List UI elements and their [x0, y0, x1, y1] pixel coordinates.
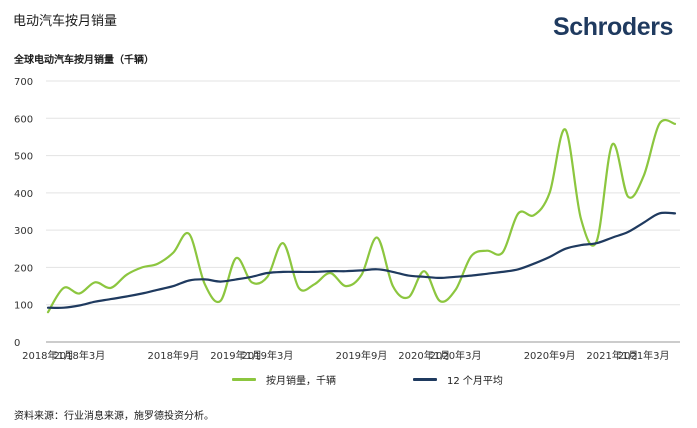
x-tick-label: 2019年3月 [242, 349, 294, 362]
chart-header-title: 电动汽车按月销量 [13, 14, 118, 29]
gridlines [46, 80, 680, 343]
chart-title: 全球电动汽车按月销量（千辆） [14, 55, 154, 66]
x-tick-label: 2020年3月 [430, 349, 482, 362]
y-tick-label: 400 [14, 189, 33, 200]
x-tick-label: 2018年3月 [53, 349, 105, 362]
x-tick-label: 2018年1月 [22, 349, 74, 362]
y-tick-label: 200 [14, 263, 33, 274]
legend-label-monthly: 按月销量，千辆 [266, 376, 336, 387]
y-tick-label: 100 [14, 301, 33, 312]
y-tick-label: 500 [14, 152, 33, 163]
legend-swatch-monthly [232, 378, 256, 381]
series-line-average [46, 211, 677, 309]
legend-item-average: 12 个月平均 [413, 372, 503, 387]
x-tick-label: 2021年3月 [618, 349, 670, 362]
y-tick-label: 700 [14, 77, 33, 88]
x-tick-label: 2019年9月 [336, 349, 388, 362]
series-line-monthly [46, 118, 677, 314]
x-tick-label: 2021年1月 [586, 349, 638, 362]
series-lines [46, 118, 677, 314]
x-tick-label: 2019年1月 [210, 349, 262, 362]
x-tick-label: 2020年1月 [398, 349, 450, 362]
legend-label-average: 12 个月平均 [447, 376, 503, 387]
y-tick-label: 300 [14, 226, 33, 237]
legend-swatch-average [413, 378, 437, 381]
y-tick-label: 0 [14, 338, 20, 349]
y-axis-ticks: 0 100 200 300 400 500 600 700 [14, 77, 33, 349]
x-tick-label: 2020年9月 [524, 349, 576, 362]
y-tick-label: 600 [14, 114, 33, 125]
legend-item-monthly: 按月销量，千辆 [232, 372, 336, 387]
schroders-logo: Schroders [553, 13, 674, 41]
x-tick-label: 2018年9月 [147, 349, 199, 362]
source-note: 资料来源：行业消息来源，施罗德投资分析。 [14, 411, 214, 422]
